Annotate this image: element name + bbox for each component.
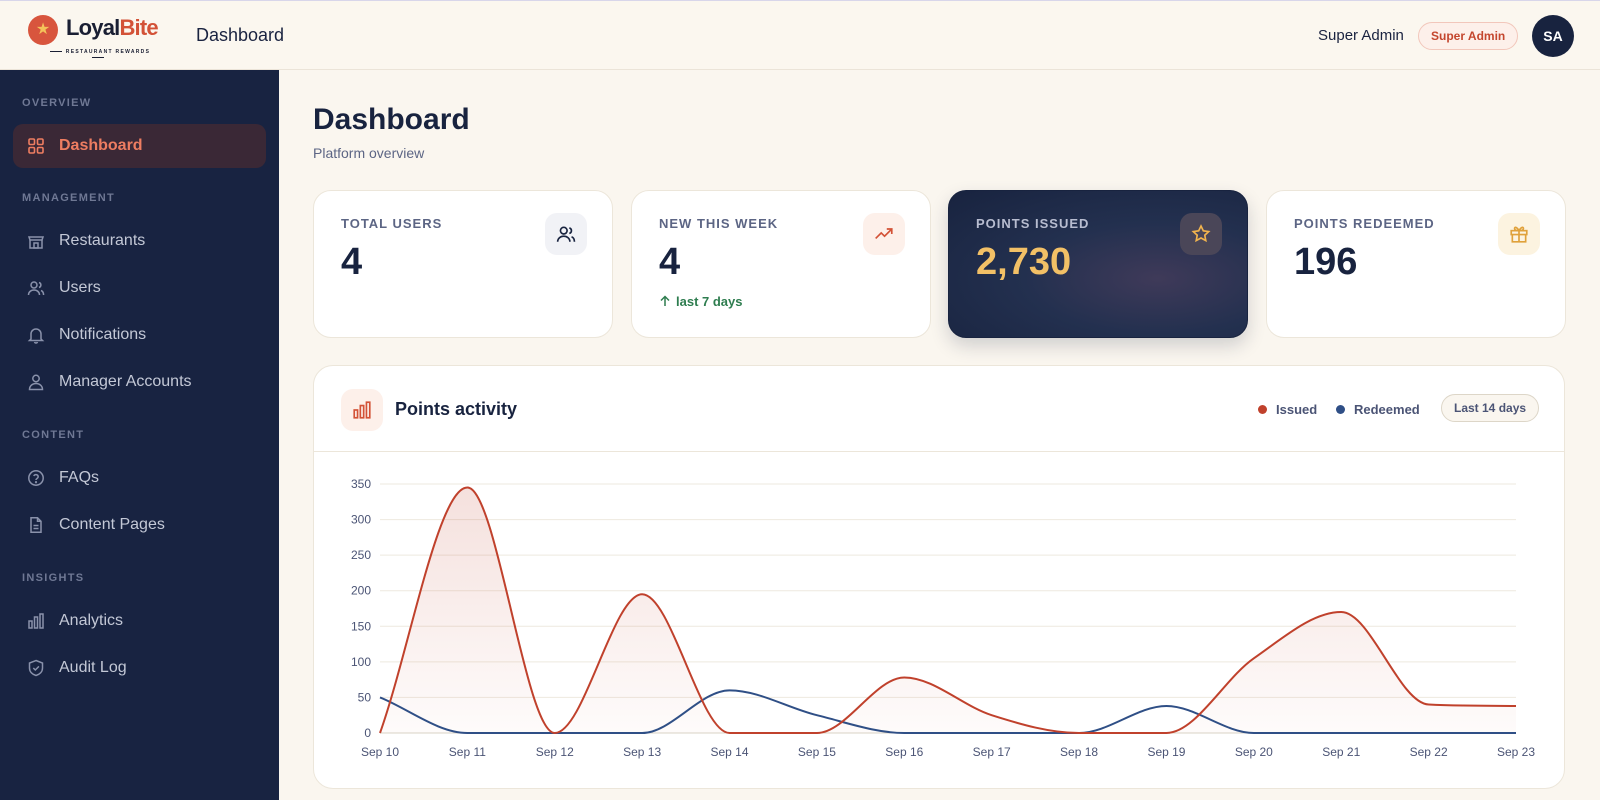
section-label-content: CONTENT <box>22 429 85 441</box>
issued-line <box>379 486 1517 735</box>
x-tick-label: Sep 15 <box>798 745 836 759</box>
x-tick-label: Sep 11 <box>449 745 486 759</box>
help-circle-icon <box>28 470 44 486</box>
points-activity-card: Points activity Issued Redeemed Last 14 … <box>313 365 1565 789</box>
x-tick-label: Sep 10 <box>361 745 399 759</box>
y-tick-label: 0 <box>364 726 371 740</box>
file-text-icon <box>30 517 42 534</box>
points-activity-chart: 0 50 100 150 200 250 300 350 Sep 10 Sep 11 Sep 12 S… <box>351 477 1535 759</box>
y-tick-label: 150 <box>351 619 371 633</box>
section-label-insights: INSIGHTS <box>22 572 85 584</box>
bar-chart-icon <box>341 389 383 431</box>
logo-wordmark: LoyalBite <box>66 15 159 40</box>
x-tick-label: Sep 22 <box>1410 745 1448 759</box>
x-tick-label: Sep 14 <box>711 745 749 759</box>
stat-value: 4 <box>341 241 363 283</box>
grid-icon <box>28 138 44 154</box>
chart-header: Points activity Issued Redeemed Last 14 … <box>314 366 1564 452</box>
section-label-management: MANAGEMENT <box>22 192 116 204</box>
sidebar-item-notifications[interactable]: Notifications <box>13 313 266 357</box>
logo[interactable]: ★ LoyalBite RESTAURANT REWARDS <box>28 13 160 59</box>
chart-title: Points activity <box>395 399 518 419</box>
x-tick-label: Sep 21 <box>1322 745 1360 759</box>
star-icon <box>1180 213 1222 255</box>
sidebar-item-restaurants[interactable]: Restaurants <box>13 219 266 263</box>
sidebar-item-label: FAQs <box>59 469 100 486</box>
sidebar-item-label: Notifications <box>59 326 147 343</box>
redeemed-line <box>379 689 1516 734</box>
gift-icon <box>1498 213 1540 255</box>
sidebar-item-manager-accounts[interactable]: Manager Accounts <box>13 360 266 404</box>
legend-issued: Issued <box>1258 402 1317 417</box>
stat-label: POINTS ISSUED <box>976 216 1090 231</box>
y-tick-label: 50 <box>358 690 372 704</box>
stat-value: 196 <box>1294 241 1358 283</box>
stat-label: TOTAL USERS <box>341 216 443 231</box>
date-range-pill[interactable]: Last 14 days <box>1441 394 1540 422</box>
stat-card-points-redeemed: POINTS REDEEMED 196 <box>1266 190 1566 338</box>
sidebar-item-label: Restaurants <box>59 232 146 249</box>
trending-up-icon <box>863 213 905 255</box>
sidebar-item-faqs[interactable]: FAQs <box>13 456 266 500</box>
user-icon <box>28 374 44 391</box>
section-label-overview: OVERVIEW <box>22 97 92 109</box>
bell-icon <box>27 328 45 344</box>
x-tick-label: Sep 17 <box>973 745 1011 759</box>
sidebar-item-audit-log[interactable]: Audit Log <box>13 646 266 690</box>
y-tick-label: 200 <box>351 584 371 598</box>
stat-value: 4 <box>659 241 681 283</box>
x-tick-label: Sep 19 <box>1147 745 1185 759</box>
logo-tagline: RESTAURANT REWARDS <box>36 49 160 61</box>
stat-label: POINTS REDEEMED <box>1294 216 1435 231</box>
stat-card-points-issued: POINTS ISSUED 2,730 <box>948 190 1248 338</box>
role-badge: Super Admin <box>1418 22 1519 50</box>
sidebar-item-label: Manager Accounts <box>59 373 192 390</box>
users-icon <box>27 281 45 296</box>
stat-label: NEW THIS WEEK <box>659 216 779 231</box>
sidebar-item-analytics[interactable]: Analytics <box>13 599 266 643</box>
y-tick-label: 250 <box>351 548 371 562</box>
x-tick-label: Sep 12 <box>536 745 574 759</box>
sidebar-item-label: Audit Log <box>59 659 127 676</box>
legend-label: Redeemed <box>1354 402 1420 417</box>
stat-card-total-users: TOTAL USERS 4 <box>313 190 613 338</box>
x-tick-label: Sep 13 <box>623 745 661 759</box>
page-title: Dashboard <box>313 103 470 136</box>
store-icon <box>27 236 45 249</box>
legend-dot-redeemed <box>1336 405 1345 414</box>
star-badge-icon: ★ <box>28 15 58 45</box>
bar-chart-icon <box>28 613 44 629</box>
sidebar-item-label: Dashboard <box>59 137 143 154</box>
stat-trend-label: last 7 days <box>676 294 743 309</box>
page-subtitle: Platform overview <box>313 145 425 161</box>
users-icon <box>545 213 587 255</box>
arrow-up-icon <box>660 295 670 306</box>
stat-trend: last 7 days <box>659 294 743 309</box>
header-page-title: Dashboard <box>196 25 285 45</box>
y-tick-label: 100 <box>351 655 371 669</box>
sidebar-item-label: Analytics <box>59 612 124 629</box>
stat-card-new-this-week: NEW THIS WEEK 4 last 7 days <box>631 190 931 338</box>
user-name: Super Admin <box>1318 27 1404 44</box>
shield-icon <box>28 659 44 677</box>
sidebar: OVERVIEW Dashboard MANAGEMENT Restaurant… <box>0 70 279 800</box>
sidebar-item-content-pages[interactable]: Content Pages <box>13 503 266 547</box>
x-tick-label: Sep 20 <box>1235 745 1273 759</box>
legend-dot-issued <box>1258 405 1267 414</box>
x-tick-label: Sep 18 <box>1060 745 1098 759</box>
avatar[interactable]: SA <box>1532 15 1574 57</box>
issued-area <box>380 487 1516 733</box>
legend-redeemed: Redeemed <box>1336 402 1420 417</box>
legend-label: Issued <box>1276 402 1318 417</box>
top-bar: ★ LoyalBite RESTAURANT REWARDS Dashboard… <box>0 0 1600 70</box>
x-tick-label: Sep 23 <box>1497 745 1535 759</box>
sidebar-item-users[interactable]: Users <box>13 266 266 310</box>
y-tick-label: 350 <box>351 477 371 491</box>
y-tick-label: 300 <box>351 513 371 527</box>
x-tick-label: Sep 16 <box>885 745 923 759</box>
sidebar-item-label: Users <box>59 279 101 296</box>
stat-value: 2,730 <box>976 241 1072 283</box>
sidebar-item-label: Content Pages <box>59 516 165 533</box>
sidebar-item-dashboard[interactable]: Dashboard <box>13 124 266 168</box>
